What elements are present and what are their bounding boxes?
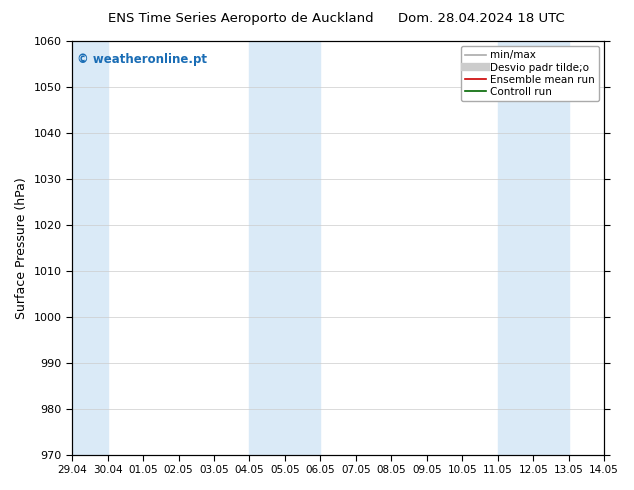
Bar — [72, 41, 108, 455]
Text: Dom. 28.04.2024 18 UTC: Dom. 28.04.2024 18 UTC — [398, 12, 566, 25]
Bar — [498, 41, 569, 455]
Bar — [249, 41, 320, 455]
Text: ENS Time Series Aeroporto de Auckland: ENS Time Series Aeroporto de Auckland — [108, 12, 373, 25]
Text: © weatheronline.pt: © weatheronline.pt — [77, 53, 207, 67]
Legend: min/max, Desvio padr tilde;o, Ensemble mean run, Controll run: min/max, Desvio padr tilde;o, Ensemble m… — [461, 46, 599, 101]
Y-axis label: Surface Pressure (hPa): Surface Pressure (hPa) — [15, 177, 28, 318]
